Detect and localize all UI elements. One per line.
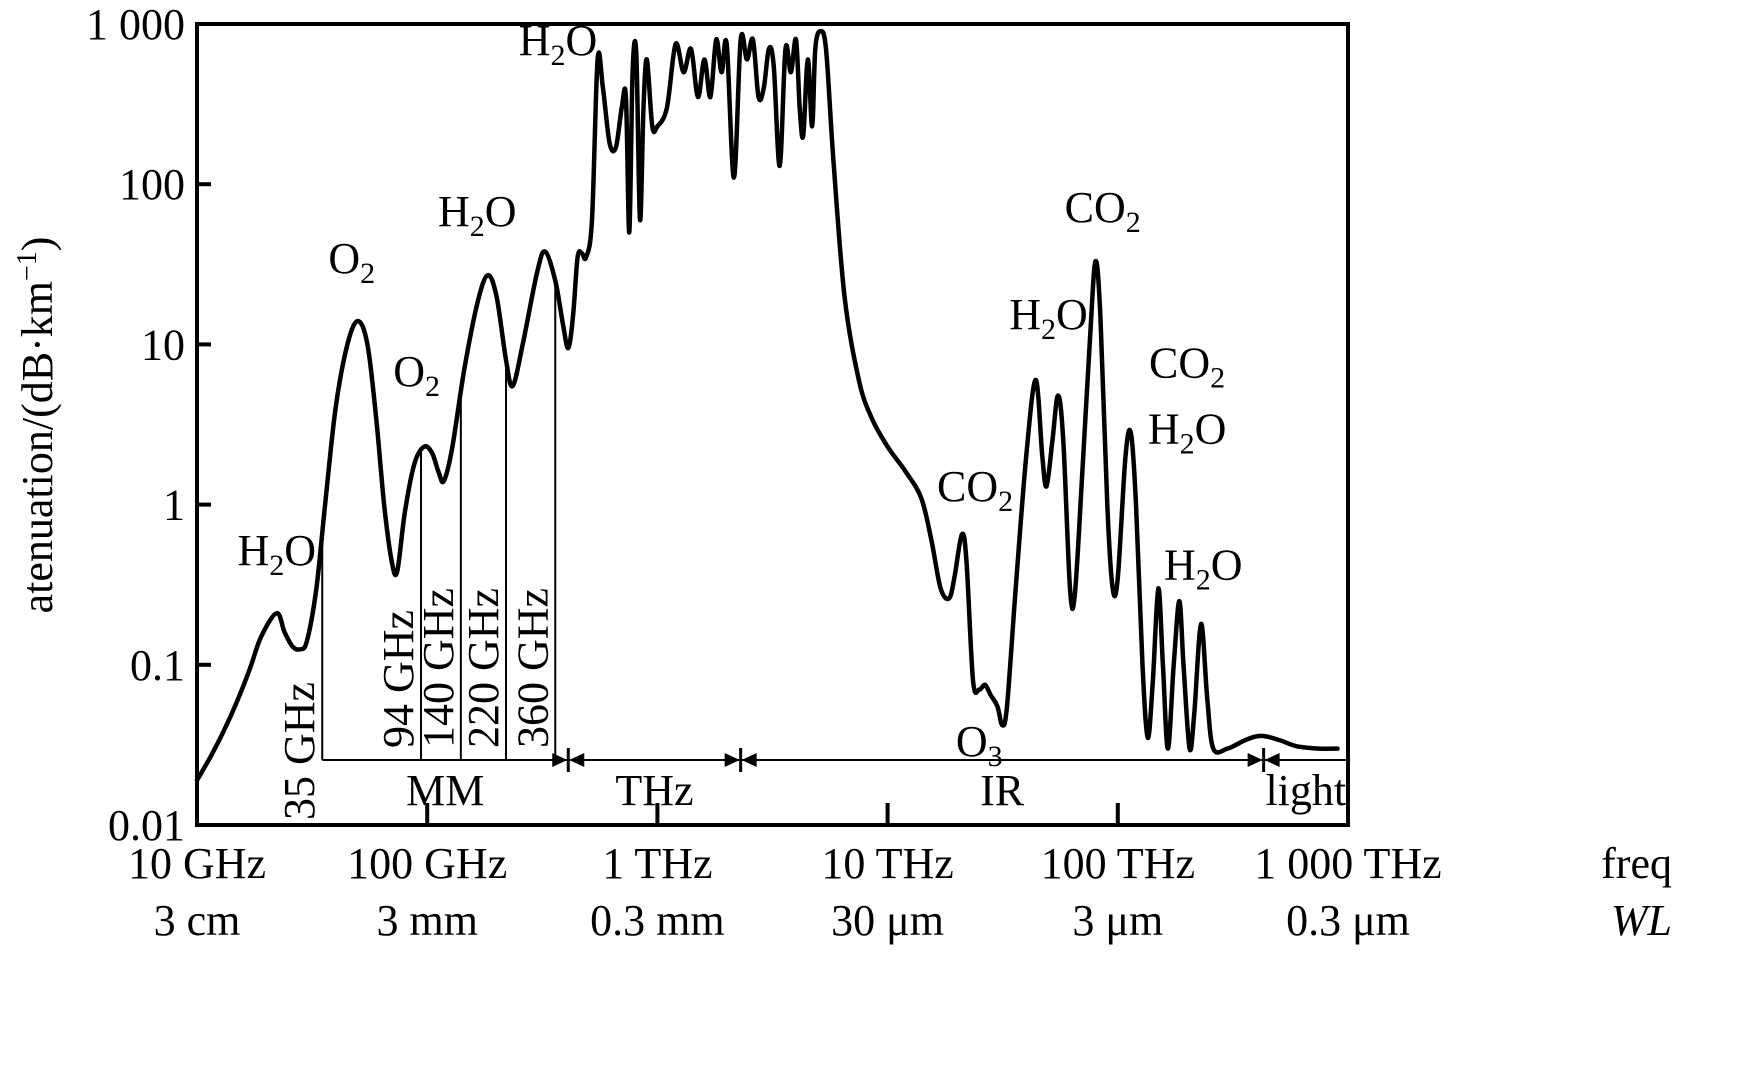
y-axis-label-end: ) (13, 237, 62, 252)
y-tick-label: 100 (119, 160, 185, 209)
peak-annotation: H2O (1009, 290, 1088, 346)
x-tick-freq-label: 10 GHz (128, 839, 266, 888)
band-label: light (1265, 766, 1346, 815)
peak-annotation: H2O (1164, 541, 1243, 597)
peak-annotation: H2O (519, 16, 598, 72)
window-marker-label: 94 GHz (374, 610, 423, 748)
annotation-base: O (328, 234, 360, 283)
peak-annotation: CO2 (1149, 339, 1225, 395)
window-marker-label: 35 GHz (275, 682, 324, 820)
peak-annotation: O2 (393, 347, 440, 403)
y-tick-label: 1 000 (86, 0, 185, 49)
band-label: MM (406, 766, 484, 815)
peak-annotation: O3 (956, 717, 1003, 773)
band-arrowhead (1264, 753, 1280, 767)
curve-layer (194, 28, 1340, 783)
annotation-rest: O (284, 526, 316, 575)
band-arrowhead (1247, 753, 1263, 767)
window-marker-label: 220 GHz (459, 588, 508, 748)
annotation-rest: O (1195, 405, 1227, 454)
x-tick-freq-label: 1 000 THz (1254, 839, 1441, 888)
annotation-rest: O (1056, 290, 1088, 339)
x-tick-freq-label: 10 THz (821, 839, 953, 888)
window-marker-label: 140 GHz (414, 588, 463, 748)
x-tick-wavelength-label: 0.3 μm (1286, 896, 1410, 945)
y-axis-label-sup: −1 (12, 251, 43, 281)
annotation-rest: O (566, 16, 598, 65)
annotation-sub: 2 (551, 39, 566, 72)
x-tick-freq-label: 1 THz (602, 839, 712, 888)
annotation-sub: 2 (470, 210, 485, 243)
peak-annotation: H2O (1148, 405, 1227, 461)
y-tick-label: 0.01 (108, 801, 185, 850)
annotation-sub: 2 (1210, 362, 1225, 395)
band-label: IR (980, 766, 1025, 815)
peak-annotation: O2 (328, 234, 375, 290)
annotation-base: H (438, 187, 470, 236)
annotation-sub: 2 (1041, 313, 1056, 346)
y-tick-label: 0.1 (130, 641, 185, 690)
annotation-sub: 2 (360, 257, 375, 290)
annotation-sub: 2 (998, 485, 1013, 518)
x-tick-wavelength-label: 0.3 mm (590, 896, 724, 945)
window-marker-label: 360 GHz (508, 588, 557, 748)
plot-frame (195, 22, 1350, 827)
x-tick-wavelength-label: 3 mm (376, 896, 477, 945)
y-axis-label: atenuation/(dB·km−1) (12, 237, 62, 614)
y-tick-label: 1 (163, 481, 185, 530)
peak-annotation: H2O (438, 187, 517, 243)
annotation-sub: 2 (1126, 206, 1141, 239)
axis-label-layer: 0.01 0.1 1 10 100 1 000 10 GHz 3 cm 100 GHz 3 mm 1… (12, 0, 1672, 945)
annotation-base: H (519, 16, 551, 65)
annotation-base: H (1164, 541, 1196, 590)
annotation-sub: 2 (1180, 428, 1195, 461)
peak-annotation: CO2 (1065, 183, 1141, 239)
annotation-base: CO (937, 462, 998, 511)
annotation-rest: O (485, 187, 517, 236)
peak-annotation: H2O (237, 526, 316, 582)
x-tick-freq-label: 100 GHz (347, 839, 507, 888)
y-axis-label-main: atenuation/(dB·km (13, 281, 62, 613)
x-tick-wavelength-label: 30 μm (831, 896, 944, 945)
x-tick-wavelength-label: 3 μm (1072, 896, 1163, 945)
annotation-base: H (237, 526, 269, 575)
x-tick-freq-label: 100 THz (1041, 839, 1195, 888)
attenuation-curve (194, 28, 1340, 783)
annotation-rest: O (1211, 541, 1243, 590)
band-layer: MM THz IR light (322, 748, 1348, 815)
plot-frame-layer (195, 22, 1350, 827)
band-label: THz (615, 766, 693, 815)
annotation-base: O (956, 717, 988, 766)
annotation-base: CO (1065, 183, 1126, 232)
annotation-sub: 2 (1196, 564, 1211, 597)
x-tick-wavelength-label: 3 cm (154, 896, 241, 945)
y-tick-label: 10 (141, 320, 185, 369)
annotation-sub: 3 (988, 740, 1003, 773)
annotation-sub: 2 (269, 549, 284, 582)
x-axis-name-freq: freq (1601, 839, 1672, 888)
annotation-sub: 2 (425, 370, 440, 403)
annotation-base: CO (1149, 339, 1210, 388)
band-arrowhead (741, 753, 757, 767)
band-arrowhead (569, 753, 585, 767)
annotation-base: O (393, 347, 425, 396)
annotation-base: H (1148, 405, 1180, 454)
annotation-base: H (1009, 290, 1041, 339)
peak-annotation: CO2 (937, 462, 1013, 518)
x-axis-name-wl: WL (1611, 896, 1672, 945)
band-arrowhead (724, 753, 740, 767)
